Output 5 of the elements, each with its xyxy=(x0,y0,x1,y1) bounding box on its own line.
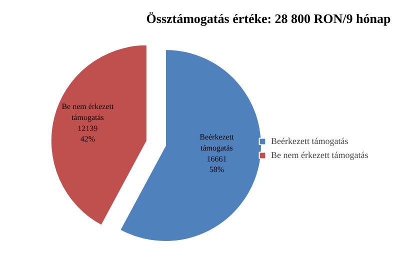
legend-label: Beérkezett támogatás xyxy=(271,136,348,146)
chart-title: Össztámogatás értéke: 28 800 RON/9 hónap xyxy=(146,11,391,26)
data-label: Beérkezett támogatás 16661 58% xyxy=(200,132,235,174)
legend-label: Be nem érkezett támogatás xyxy=(271,150,368,160)
data-label: Be nem érkezett támogatás 12139 42% xyxy=(62,102,114,144)
